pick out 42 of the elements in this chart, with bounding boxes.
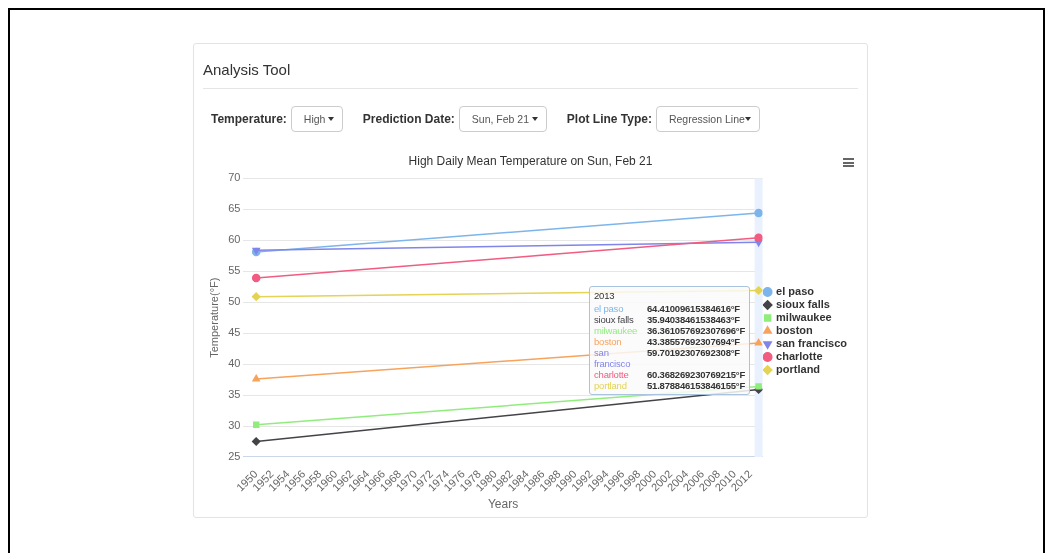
y-tick-label: 25 <box>228 449 241 462</box>
text: Temperature: <box>211 112 287 126</box>
legend-label: portland <box>776 363 821 376</box>
text: charlotte <box>594 369 629 380</box>
y-tick-label: 55 <box>228 264 241 277</box>
chart-title: High Daily Mean Temperature on Sun, Feb 21 <box>408 153 653 168</box>
annotation: 51.878846153846155°F <box>647 380 746 391</box>
y-tick-label: 30 <box>228 419 241 432</box>
annotation: 64.41009615384616°F <box>647 303 740 314</box>
text: san francisco <box>594 347 631 369</box>
annotation: 36.361057692307696°F <box>647 325 746 336</box>
x-axis-title: Years <box>487 497 519 512</box>
legend-label: san francisco <box>776 337 848 350</box>
text: sioux falls <box>594 314 634 325</box>
text: Analysis Tool <box>203 61 291 78</box>
legend-label: el paso <box>776 285 815 298</box>
y-tick-label: 60 <box>228 233 241 246</box>
annotation: 2013 <box>594 290 616 301</box>
legend-label: sioux falls <box>776 298 830 311</box>
text: boston <box>594 336 622 347</box>
y-tick-label: 70 <box>228 171 241 184</box>
annotation: 60.368269230769215°F <box>647 369 746 380</box>
text: High <box>303 113 326 125</box>
y-tick-label: 50 <box>228 295 241 308</box>
y-axis-title: Temperature(°F) <box>207 277 220 358</box>
text: Plot Line Type: <box>566 112 652 126</box>
text: el paso <box>594 303 624 314</box>
text: portland <box>594 380 627 391</box>
y-tick-label: 35 <box>228 388 241 401</box>
annotation: 43.38557692307694°F <box>647 336 740 347</box>
text: Prediction Date: <box>362 112 455 126</box>
annotation: 59.70192307692308°F <box>647 347 740 360</box>
y-tick-label: 65 <box>228 202 241 215</box>
y-tick-label: 45 <box>228 326 241 339</box>
legend-label: boston <box>776 324 814 337</box>
annotation: 35.94038461538463°F <box>647 314 740 325</box>
text: Sun, Feb 21 <box>471 113 530 125</box>
legend-label: charlotte <box>776 350 823 363</box>
text: Regression Line <box>668 113 745 125</box>
text: milwaukee <box>594 325 638 336</box>
y-tick-label: 40 <box>228 357 241 370</box>
legend-label: milwaukee <box>776 311 832 324</box>
